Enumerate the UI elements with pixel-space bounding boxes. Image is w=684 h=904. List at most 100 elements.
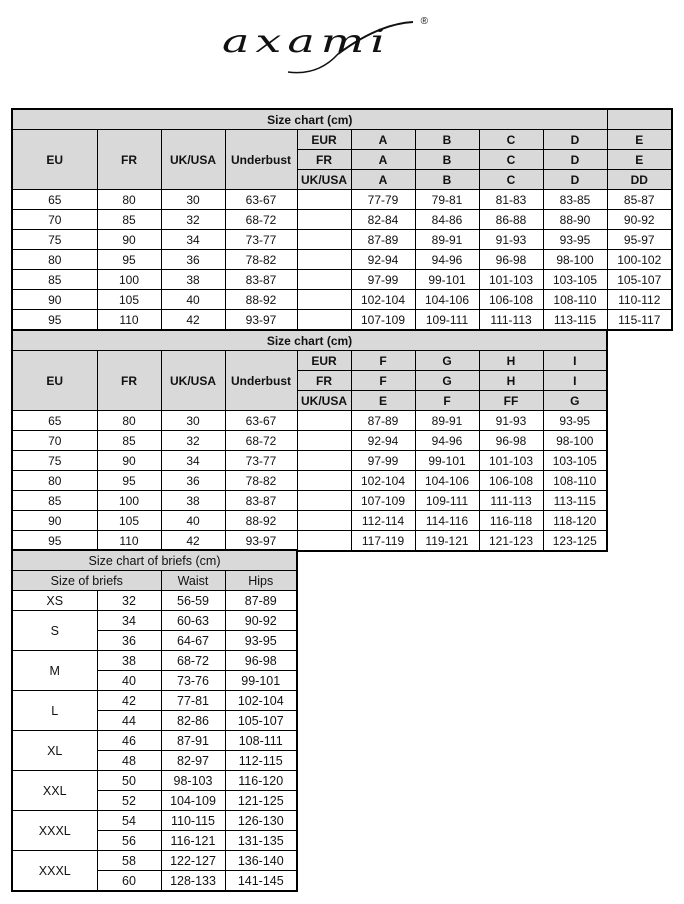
waist-range: 98-103 [160, 770, 226, 791]
header-row: Size of briefs Waist Hips [11, 570, 298, 591]
cup-size: E [350, 390, 416, 411]
fr-size: 110 [96, 530, 162, 552]
cup-size: D [542, 129, 608, 150]
hips-range: 87-89 [224, 590, 298, 611]
uk-usa-size: 36 [160, 249, 226, 270]
cup-size: F [414, 390, 480, 411]
bust-range: 85-87 [606, 189, 673, 210]
hips-range: 126-130 [224, 810, 298, 831]
underbust-range: 73-77 [224, 229, 298, 250]
hips-range: 131-135 [224, 830, 298, 851]
cup-size: DD [606, 169, 673, 190]
brief-size: S [11, 610, 98, 651]
table-row: XXL 50 98-103 116-120 [11, 770, 298, 811]
bust-range: 86-88 [478, 209, 544, 230]
title-row: Size chart of briefs (cm) [11, 549, 298, 571]
eu-size: 95 [11, 309, 98, 331]
waist-range: 60-63 [160, 610, 226, 631]
bust-range: 93-95 [542, 410, 608, 431]
uk-usa-size: 40 [160, 289, 226, 310]
empty-cell [296, 289, 352, 310]
cup-size: I [542, 350, 608, 371]
hips-range: 121-125 [224, 790, 298, 811]
eu-size: 75 [11, 229, 98, 250]
fr-size: 80 [96, 189, 162, 210]
empty-cell [296, 249, 352, 270]
table-row: 70 85 32 68-72 92-94 94-96 96-98 98-100 [11, 430, 608, 451]
header-eu: EU [11, 350, 98, 411]
brief-size: XXXL [11, 850, 98, 892]
system-label: FR [296, 149, 352, 170]
bust-range: 94-96 [414, 430, 480, 451]
empty-cell [296, 530, 352, 552]
waist-range: 116-121 [160, 830, 226, 851]
table-row: 65 80 30 63-67 77-79 79-81 81-83 83-85 85-87 [11, 189, 673, 210]
bust-range: 94-96 [414, 249, 480, 270]
bust-range: 103-105 [542, 450, 608, 471]
hips-range: 136-140 [224, 850, 298, 871]
header-underbust: Underbust [224, 350, 298, 411]
underbust-range: 63-67 [224, 189, 298, 210]
header-uk-usa: UK/USA [160, 129, 226, 190]
bust-range: 89-91 [414, 229, 480, 250]
table-row: XXXL 54 110-115 126-130 [11, 810, 298, 851]
bust-range: 117-119 [350, 530, 416, 552]
table-row: 85 100 38 83-87 107-109 109-111 111-113 113-115 [11, 490, 608, 511]
bust-range: 104-106 [414, 470, 480, 491]
empty-cell [296, 450, 352, 471]
uk-usa-size: 38 [160, 269, 226, 290]
bust-range: 97-99 [350, 269, 416, 290]
table-row: L 42 77-81 102-104 [11, 690, 298, 731]
bust-range: 101-103 [478, 269, 544, 290]
header-row: FR A B C D E [12, 149, 673, 170]
waist-range: 104-109 [160, 790, 226, 811]
eu-size: 95 [11, 530, 98, 552]
empty-cell [296, 470, 352, 491]
waist-range: 73-76 [160, 670, 226, 691]
bust-range: 104-106 [414, 289, 480, 310]
bust-range: 98-100 [542, 249, 608, 270]
table-row: 75 90 34 73-77 87-89 89-91 91-93 93-95 95-97 [11, 229, 673, 250]
bust-range: 93-95 [542, 229, 608, 250]
bust-range: 114-116 [414, 510, 480, 531]
uk-usa-size: 30 [160, 189, 226, 210]
table-row: 52 104-109 121-125 [12, 790, 298, 811]
waist-range: 128-133 [160, 870, 226, 892]
underbust-range: 73-77 [224, 450, 298, 471]
eu-size: 70 [11, 209, 98, 230]
axami-logo: axami ® [218, 14, 428, 84]
header-fr: FR [96, 350, 162, 411]
table-row: 65 80 30 63-67 87-89 89-91 91-93 93-95 [11, 410, 608, 431]
header-fr: FR [96, 129, 162, 190]
system-label: UK/USA [296, 169, 352, 190]
waist-range: 122-127 [160, 850, 226, 871]
bust-range: 111-113 [478, 309, 544, 331]
empty-cell [296, 490, 352, 511]
header-eu: EU [11, 129, 98, 190]
eu-size: 90 [11, 289, 98, 310]
title-row: Size chart (cm) [11, 108, 673, 130]
header-row: EU FR UK/USA Underbust EUR F G H I [11, 350, 608, 411]
underbust-range: 93-97 [224, 309, 298, 331]
waist-range: 64-67 [160, 630, 226, 651]
waist-range: 68-72 [160, 650, 226, 671]
table-row: 95 110 42 93-97 117-119 119-121 121-123 123-125 [11, 530, 608, 552]
empty-cell [296, 189, 352, 210]
cup-size: B [414, 149, 480, 170]
bust-range: 95-97 [606, 229, 673, 250]
eu-size: 80 [11, 470, 98, 491]
cup-size: B [414, 169, 480, 190]
underbust-range: 88-92 [224, 510, 298, 531]
numeric-size: 48 [96, 750, 162, 771]
header-waist: Waist [160, 570, 226, 591]
bust-range: 92-94 [350, 430, 416, 451]
fr-size: 80 [96, 410, 162, 431]
bust-range: 121-123 [478, 530, 544, 552]
eu-size: 75 [11, 450, 98, 471]
underbust-range: 68-72 [224, 430, 298, 451]
cup-size: FF [478, 390, 544, 411]
fr-size: 105 [96, 289, 162, 310]
empty-cell [296, 410, 352, 431]
cup-size: G [542, 390, 608, 411]
numeric-size: 58 [96, 850, 162, 871]
